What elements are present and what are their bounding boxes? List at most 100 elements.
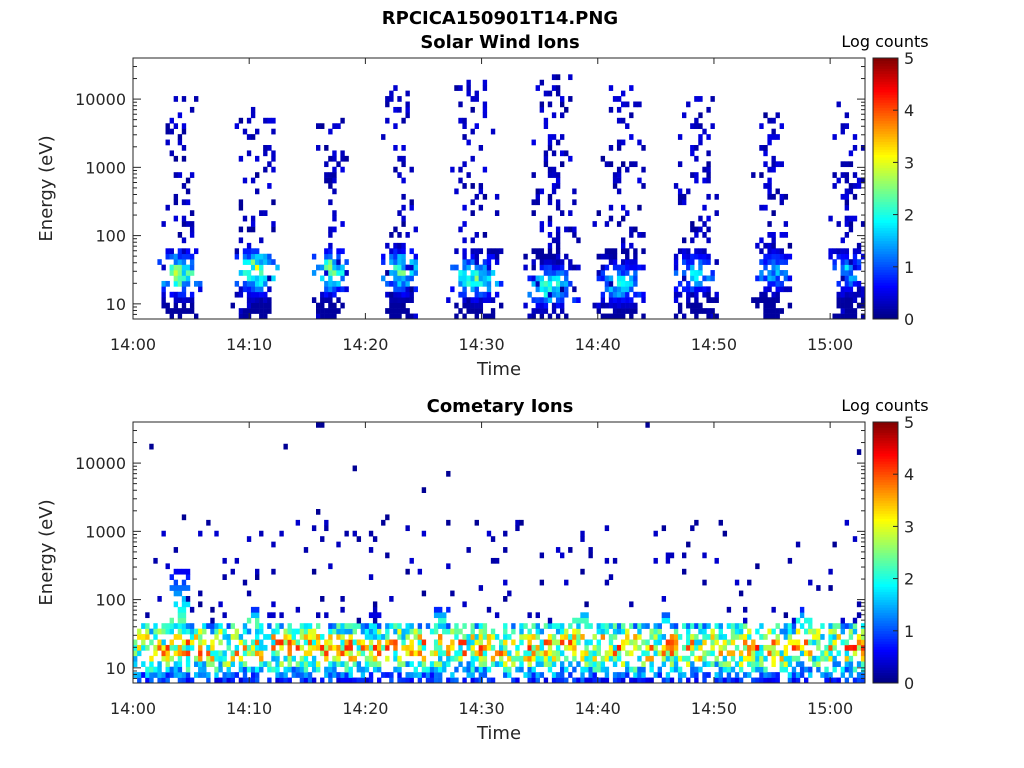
heatmap-cell [214,623,219,629]
heatmap-cell [633,101,638,108]
heatmap-cell [271,634,276,640]
heatmap-cell [462,639,467,646]
heatmap-cell [328,177,333,184]
heatmap-cell [629,302,634,309]
heatmap-cell [755,275,760,282]
heatmap-cell [478,275,484,282]
colorbar-step [873,279,898,283]
heatmap-cell [466,634,471,640]
heatmap-cell [462,275,467,282]
heatmap-cell [828,639,833,646]
heatmap-cell [417,568,423,575]
heatmap-cell [340,628,345,635]
heatmap-cell [283,666,288,673]
colorbar-step [873,437,898,441]
heatmap-cell [267,275,272,282]
heatmap-cell [320,264,325,271]
heatmap-cell [185,270,191,276]
heatmap-cell [706,215,711,222]
heatmap-cell [694,248,699,255]
heatmap-cell [173,623,179,629]
colorbar-step [873,84,898,88]
heatmap-cell [259,210,264,216]
heatmap-cell [161,639,166,646]
colorbar-step [873,453,898,457]
heatmap-cell [560,666,565,673]
heatmap-cell [454,188,459,195]
heatmap-cell [149,666,154,673]
heatmap-cell [637,291,642,298]
colorbar-step [873,131,898,135]
heatmap-cell [157,666,162,673]
heatmap-cell [694,672,699,678]
heatmap-cell [673,639,679,646]
heatmap-cell [771,155,776,162]
heatmap-cell [303,623,309,629]
heatmap-cell [527,672,532,678]
heatmap-cell [299,634,305,640]
heatmap-cell [177,291,183,298]
axes: 14:00 14:10 14:20 14:30 14:40 14:50 15:0010100… [75,57,865,354]
heatmap-cell [612,557,618,564]
heatmap-cell [332,226,337,233]
heatmap-cell [836,221,841,227]
heatmap-cell [535,248,540,255]
heatmap-cell [527,666,532,673]
heatmap-cell [771,677,776,684]
heatmap-cell [621,161,626,168]
heatmap-cell [783,661,789,667]
heatmap-cell [393,259,398,265]
heatmap-cell [641,677,646,684]
heatmap-cell [360,644,366,651]
heatmap-cell [840,128,845,135]
heatmap-cell [377,677,382,684]
heatmap-cell [860,286,866,293]
colorbar-step [873,617,898,621]
heatmap-cell [808,666,813,673]
colorbar-step [873,188,898,192]
heatmap-cell [730,639,736,646]
heatmap-cell [706,259,711,265]
heatmap-cell [401,661,406,667]
heatmap-cell [153,672,158,678]
heatmap-cell [592,666,597,673]
heatmap-cell [787,253,793,260]
heatmap-cell [767,188,772,195]
heatmap-cell [690,145,695,151]
heatmap-cell [682,552,687,559]
heatmap-cell [551,672,557,678]
colorbar-step [873,638,898,642]
heatmap-cell [255,606,260,613]
heatmap-cell [474,253,479,260]
heatmap-cell [535,672,540,678]
heatmap-cell [348,644,353,651]
heatmap-cell [616,286,622,293]
heatmap-cell [600,155,606,162]
heatmap-cell [828,585,833,591]
colorbar-step [873,589,898,593]
heatmap-cell [515,525,520,532]
heatmap-cell [141,623,146,629]
heatmap-cell [600,655,606,662]
heatmap-cell [637,204,642,211]
heatmap-cell [856,286,862,293]
heatmap-cell [710,297,715,303]
heatmap-cell [173,585,179,591]
heatmap-cell [470,253,475,260]
heatmap-cell [332,172,337,178]
heatmap-cell [612,96,618,102]
heatmap-cell [555,242,561,249]
heatmap-cell [409,204,414,211]
colorbar-step [873,123,898,127]
heatmap-cell [316,612,321,619]
heatmap-cell [263,275,268,282]
heatmap-cell [332,628,337,635]
heatmap-cell [263,210,268,216]
heatmap-cell [844,123,850,129]
heatmap-cell [612,297,618,303]
heatmap-cell [230,672,235,678]
heatmap-cell [189,259,195,265]
heatmap-cell [596,644,601,651]
heatmap-cell [799,666,805,673]
colorbar-step [873,672,898,676]
